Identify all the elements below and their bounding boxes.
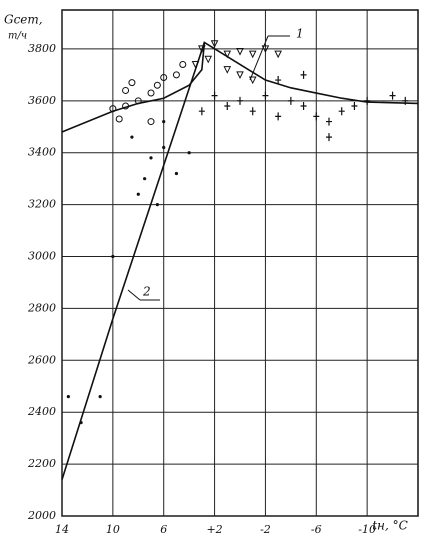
point bbox=[402, 96, 409, 105]
x-tick-label: -6 bbox=[311, 523, 322, 536]
point bbox=[130, 135, 134, 139]
point bbox=[275, 76, 282, 85]
point bbox=[134, 97, 142, 105]
y-unit: т/ч bbox=[8, 31, 27, 42]
point bbox=[115, 115, 123, 123]
point bbox=[111, 254, 115, 259]
line bbox=[61, 41, 419, 133]
point bbox=[198, 45, 206, 54]
point bbox=[122, 86, 130, 94]
point bbox=[236, 48, 244, 56]
point bbox=[248, 76, 257, 85]
point bbox=[191, 60, 200, 69]
y-tick-label: 3000 bbox=[28, 250, 56, 263]
y-label: Gсет, bbox=[4, 13, 43, 27]
point bbox=[149, 156, 153, 160]
point bbox=[66, 395, 70, 399]
y-tick-label: 2600 bbox=[27, 353, 56, 366]
point bbox=[179, 60, 187, 68]
point bbox=[109, 105, 117, 113]
point bbox=[187, 151, 191, 155]
point bbox=[79, 420, 83, 425]
point bbox=[98, 395, 102, 399]
point bbox=[223, 50, 232, 59]
point bbox=[389, 91, 396, 100]
point bbox=[122, 102, 130, 110]
point bbox=[275, 112, 282, 121]
line-label: 2 bbox=[142, 285, 151, 299]
point bbox=[198, 107, 205, 116]
point bbox=[236, 71, 244, 79]
x-tick-label: 10 bbox=[106, 523, 120, 536]
plot-frame bbox=[61, 9, 419, 517]
y-tick-label: 3400 bbox=[28, 146, 56, 159]
point bbox=[261, 45, 270, 54]
point bbox=[155, 203, 159, 207]
point bbox=[153, 81, 161, 89]
point bbox=[338, 107, 345, 116]
x-tick-label: +2 bbox=[206, 523, 222, 536]
point bbox=[364, 96, 371, 105]
point bbox=[313, 112, 320, 121]
point bbox=[128, 79, 136, 87]
point bbox=[162, 119, 166, 124]
point bbox=[223, 66, 232, 74]
point bbox=[300, 70, 307, 79]
point bbox=[172, 71, 180, 79]
point bbox=[224, 102, 231, 111]
point bbox=[249, 107, 256, 116]
point bbox=[262, 91, 269, 100]
x-tick-label: -10 bbox=[358, 523, 376, 536]
point bbox=[160, 73, 168, 81]
y-tick-label: 3800 bbox=[28, 42, 56, 55]
y-tick-label: 3600 bbox=[28, 94, 56, 107]
y-tick-label: 3200 bbox=[28, 198, 56, 211]
x-tick-label: 6 bbox=[160, 523, 167, 536]
point bbox=[174, 171, 179, 176]
point bbox=[248, 50, 257, 59]
point bbox=[211, 91, 218, 100]
point bbox=[136, 192, 140, 196]
point bbox=[351, 102, 358, 111]
point bbox=[210, 40, 219, 48]
y-tick-label: 2400 bbox=[27, 405, 56, 418]
point bbox=[237, 96, 243, 105]
point bbox=[326, 133, 332, 142]
point bbox=[274, 50, 282, 59]
x-tick-label: -2 bbox=[260, 523, 271, 536]
point bbox=[143, 177, 147, 181]
point bbox=[287, 96, 294, 105]
point bbox=[204, 55, 213, 64]
y-tick-label: 2200 bbox=[27, 457, 56, 470]
line bbox=[61, 42, 206, 480]
x-tick-label: 14 bbox=[55, 523, 69, 536]
point bbox=[326, 117, 332, 126]
point bbox=[147, 118, 155, 126]
x-label: tн, °C bbox=[372, 519, 408, 533]
point bbox=[162, 145, 166, 150]
y-tick-label: 2800 bbox=[27, 301, 56, 314]
y-tick-label: 2000 bbox=[27, 509, 56, 522]
point bbox=[300, 102, 307, 111]
point bbox=[147, 89, 155, 97]
leader-2 bbox=[127, 289, 141, 301]
line-label: 1 bbox=[296, 27, 304, 41]
